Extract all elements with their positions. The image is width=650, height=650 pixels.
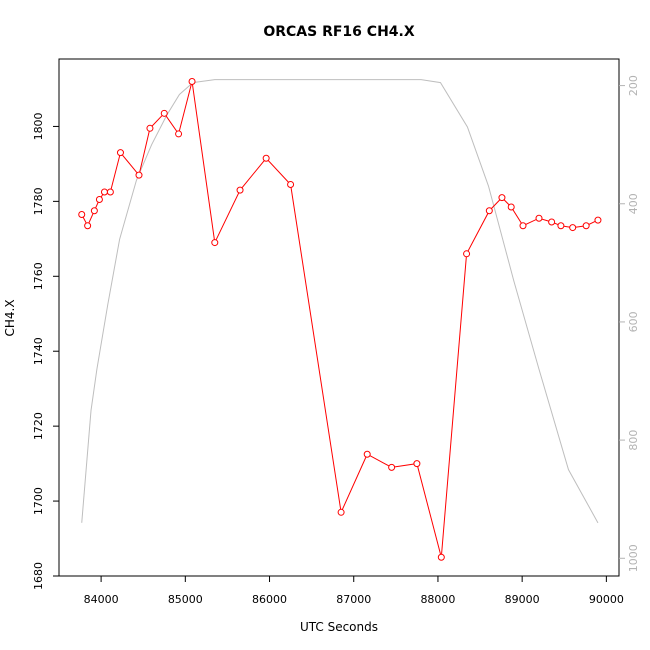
series-layer: [78, 77, 602, 561]
y-tick-label: 1780: [32, 187, 45, 215]
x-tick-label: 85000: [168, 593, 203, 606]
data-point: [95, 195, 103, 203]
data-point: [262, 154, 270, 162]
x-axis: 84000 85000 86000 87000 88000 89000 90000: [84, 576, 624, 606]
data-point: [569, 224, 577, 232]
data-point: [594, 216, 602, 224]
plot-frame: [58, 58, 620, 577]
data-point: [388, 463, 396, 471]
data-point: [160, 109, 168, 117]
data-point: [519, 222, 527, 230]
data-point: [236, 186, 244, 194]
x-tick-label: 89000: [505, 593, 540, 606]
data-point: [146, 124, 154, 132]
data-point: [78, 210, 86, 218]
x-tick-label: 84000: [84, 593, 119, 606]
y2-tick-label: 600: [627, 311, 640, 332]
data-point: [84, 222, 92, 230]
data-point: [437, 553, 445, 561]
data-point: [507, 203, 515, 211]
data-point: [188, 77, 196, 85]
x-tick-label: 90000: [589, 593, 624, 606]
y2-tick-label: 200: [627, 75, 640, 96]
data-point: [535, 214, 543, 222]
y2-tick-label: 400: [627, 193, 640, 214]
data-point: [211, 239, 219, 247]
data-point: [548, 218, 556, 226]
data-point: [106, 188, 114, 196]
data-point: [363, 450, 371, 458]
data-point: [337, 508, 345, 516]
data-point: [90, 207, 98, 215]
data-point: [413, 460, 421, 468]
data-point: [135, 171, 143, 179]
y-tick-label: 1760: [32, 262, 45, 290]
chart-title: ORCAS RF16 CH4.X: [263, 24, 414, 40]
secondary-series-line: [81, 79, 599, 524]
y2-axis: 200 400 600 800 1000: [619, 75, 640, 572]
y2-tick-label: 800: [627, 430, 640, 451]
data-point: [287, 181, 295, 189]
x-tick-label: 87000: [336, 593, 371, 606]
data-point: [582, 222, 590, 230]
y-tick-label: 1700: [32, 487, 45, 515]
y-axis: 1680 1700 1720 1740 1760 1780 1800: [32, 112, 59, 590]
data-point: [175, 130, 183, 138]
y2-tick-label: 1000: [627, 544, 640, 572]
primary-series-line: [81, 81, 599, 558]
data-point: [100, 188, 108, 196]
data-point: [116, 149, 124, 157]
y-tick-label: 1720: [32, 412, 45, 440]
x-tick-label: 88000: [420, 593, 455, 606]
y-tick-label: 1800: [32, 112, 45, 140]
data-point: [463, 250, 471, 258]
data-point: [557, 222, 565, 230]
data-point: [485, 207, 493, 215]
data-point: [498, 194, 506, 202]
y-tick-label: 1740: [32, 337, 45, 365]
y-axis-label: CH4.X: [3, 299, 17, 336]
x-tick-label: 86000: [252, 593, 287, 606]
x-axis-label: UTC Seconds: [300, 620, 378, 634]
y-tick-label: 1680: [32, 562, 45, 590]
